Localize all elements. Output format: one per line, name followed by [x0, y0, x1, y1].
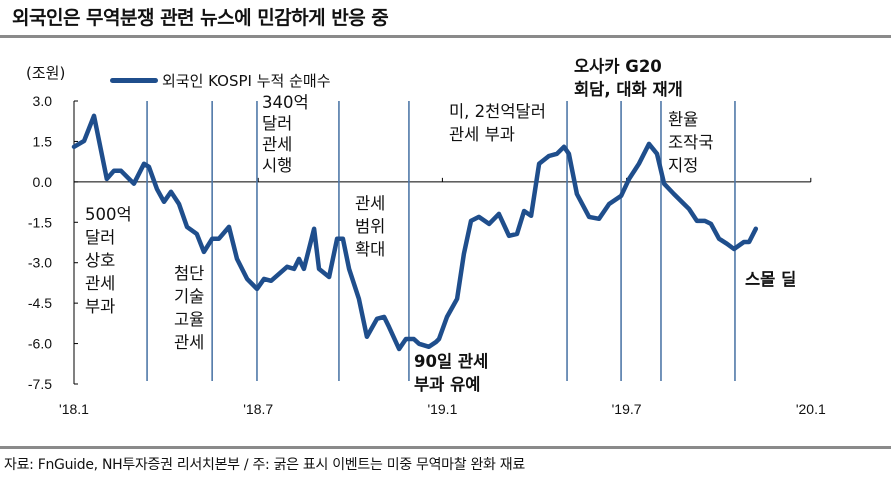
x-tick-label: '20.1: [796, 401, 826, 417]
annotation-500b-tariff: 500억 달러 상호 관세 부과: [85, 203, 132, 318]
annotation-line: 관세: [174, 333, 205, 352]
annotation-line: 스몰 딜: [745, 270, 797, 289]
annotation-line: 상호: [85, 251, 116, 270]
annotation-line: 기술: [174, 287, 205, 306]
annotation-line: 관세: [85, 274, 116, 293]
annotation-hightech-tariff: 첨단 기술 고율 관세: [174, 262, 204, 354]
title-divider: [0, 35, 891, 38]
y-tick-label: -3.0: [28, 255, 52, 271]
x-tick-label: '19.1: [427, 401, 457, 417]
annotation-line: 90일 관세: [414, 352, 489, 371]
annotation-osaka-g20: 오사카 G20 회담, 대화 재개: [574, 55, 683, 101]
annotation-line: 부과: [85, 297, 116, 316]
annotation-line: 500억: [85, 205, 132, 224]
annotation-line: 조작국: [668, 133, 714, 152]
series-line: [71, 113, 759, 352]
annotation-line: 달러: [85, 228, 116, 247]
annotation-line: 회담, 대화 재개: [574, 80, 683, 99]
annotation-line: 340억: [262, 93, 309, 112]
annotation-small-deal: 스몰 딜: [745, 268, 796, 291]
legend: 외국인 KOSPI 누적 순매수: [110, 70, 331, 91]
y-tick-label: -1.5: [28, 214, 52, 230]
y-tick-label: -4.5: [28, 295, 52, 311]
y-tick-label: -7.5: [28, 376, 52, 392]
footer-divider: [0, 446, 891, 449]
y-tick-label: 0.0: [33, 174, 53, 190]
annotation-line: 시행: [262, 156, 293, 175]
annotation-line: 지정: [668, 156, 699, 175]
page-title: 외국인은 무역분쟁 관련 뉴스에 민감하게 반응 중: [12, 7, 389, 29]
annotation-line: 첨단: [174, 264, 205, 283]
x-tick-label: '19.7: [612, 401, 642, 417]
y-tick-label: 1.5: [33, 133, 53, 149]
x-tick-label: '18.7: [243, 401, 273, 417]
annotation-tariff-expansion: 관세 범위 확대: [355, 192, 385, 261]
annotation-line: 관세: [262, 135, 293, 154]
legend-swatch: [110, 78, 158, 83]
y-tick-label: -6.0: [28, 336, 52, 352]
annotation-line: 관세 부과: [449, 125, 515, 144]
legend-label: 외국인 KOSPI 누적 순매수: [162, 72, 331, 90]
annotation-34b-tariff: 340억 달러 관세 시행: [262, 92, 309, 176]
annotation-90day-delay: 90일 관세 부과 유예: [414, 350, 488, 396]
annotation-line: 확대: [355, 240, 386, 259]
y-axis-unit: (조원): [26, 64, 66, 82]
source-note: 자료: FnGuide, NH투자증권 리서치본부 / 주: 굵은 표시 이벤트…: [4, 457, 525, 473]
y-tick-label: 3.0: [33, 93, 53, 109]
annotation-line: 오사카 G20: [574, 57, 662, 76]
annotation-currency-manipulator: 환율 조작국 지정: [668, 108, 714, 177]
annotation-line: 고율: [174, 310, 205, 329]
annotation-line: 환율: [668, 110, 699, 129]
annotation-line: 범위: [355, 217, 386, 236]
annotation-line: 달러: [262, 114, 293, 133]
x-tick-label: '18.1: [59, 401, 89, 417]
annotation-200b-tariff: 미, 2천억달러 관세 부과: [449, 100, 546, 146]
annotation-line: 부과 유예: [414, 375, 481, 394]
annotation-line: 관세: [355, 194, 386, 213]
annotation-line: 미, 2천억달러: [449, 102, 546, 121]
